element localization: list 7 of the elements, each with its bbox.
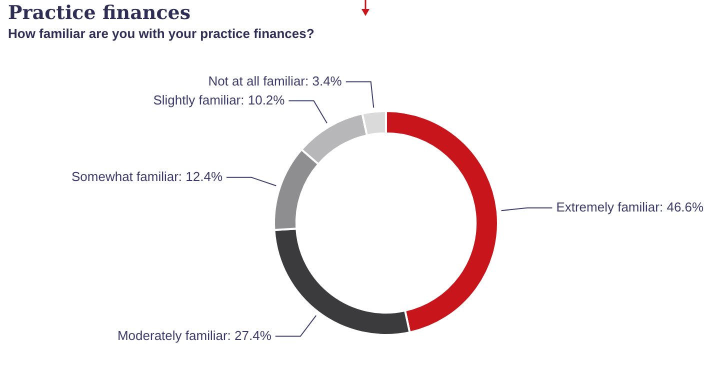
slice-label: Not at all familiar: 3.4% [208, 73, 342, 88]
slice-label: Somewhat familiar: 12.4% [71, 169, 223, 184]
chart-title: Practice finances [8, 2, 191, 24]
slice-label: Slightly familiar: 10.2% [153, 92, 286, 108]
chart-subtitle: How familiar are you with your practice finances? [8, 26, 314, 41]
slice-label: Moderately familiar: 27.4% [117, 328, 272, 343]
slice-label: Extremely familiar: 46.6% [556, 199, 704, 214]
